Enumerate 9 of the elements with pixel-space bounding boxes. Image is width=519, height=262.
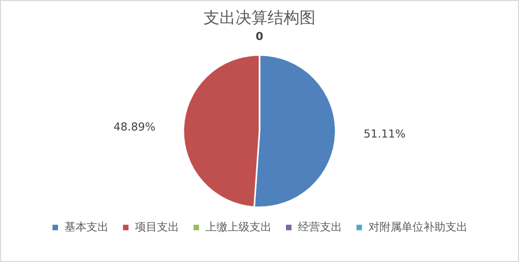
legend-label: 对附属单位补助支出: [368, 220, 468, 234]
data-label: 48.89%: [113, 120, 156, 134]
legend-label: 项目支出: [134, 220, 179, 234]
chart-title: 支出决算结构图: [204, 8, 316, 27]
legend-label: 上缴上级支出: [205, 220, 272, 234]
data-label: 51.11%: [364, 128, 406, 141]
legend-label: 基本支出: [64, 220, 108, 234]
text: 0: [256, 30, 264, 43]
legend-label: 经营支出: [298, 220, 342, 234]
